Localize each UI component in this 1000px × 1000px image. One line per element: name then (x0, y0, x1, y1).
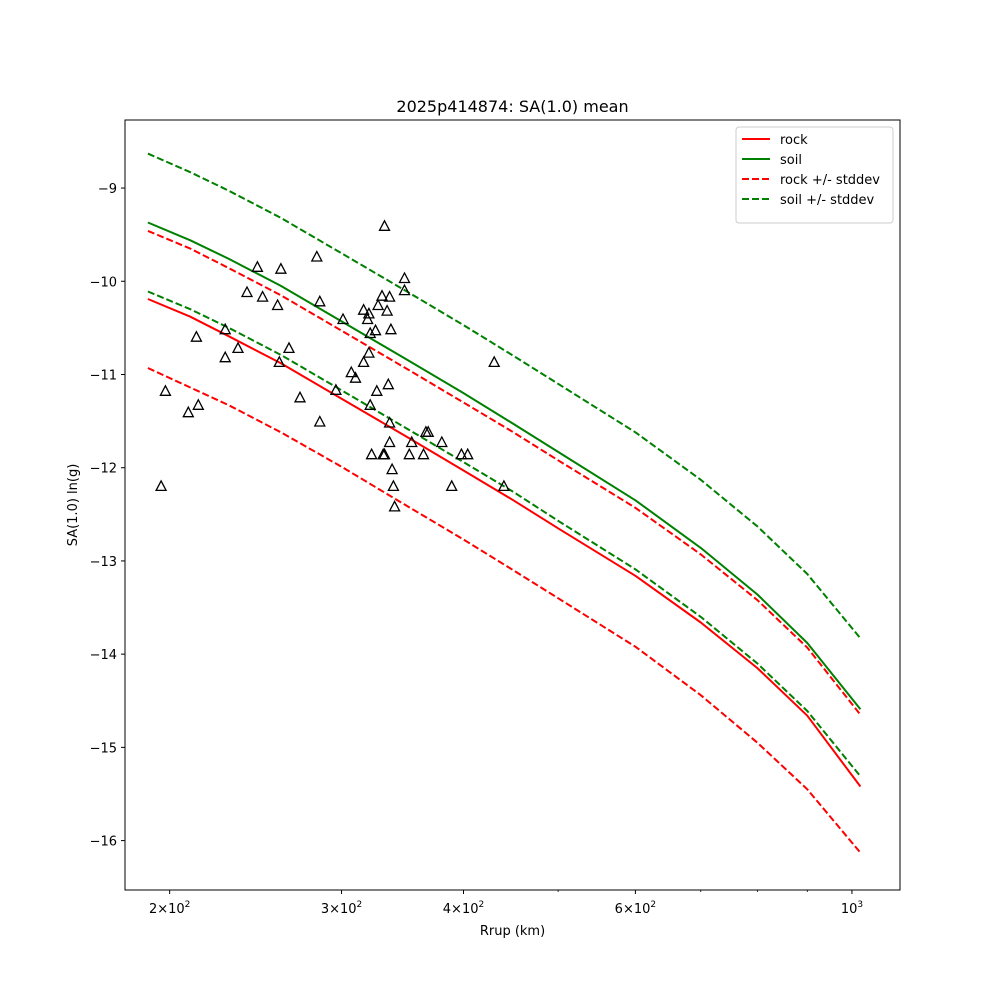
observation-point (345, 365, 358, 378)
y-tick-label: −12 (90, 462, 117, 477)
observation-point (256, 290, 269, 302)
observation-point (455, 447, 468, 460)
series-line-4 (147, 152, 862, 639)
observation-point (159, 384, 172, 396)
x-tick-label: 2×102 (149, 900, 190, 917)
observation-point (369, 323, 382, 336)
observation-point (313, 294, 326, 307)
observation-point (378, 219, 391, 231)
observation-point (310, 250, 323, 262)
observation-point (497, 479, 510, 492)
observation-point (387, 479, 400, 492)
y-tick-label: −9 (98, 182, 117, 197)
observation-point (362, 307, 375, 319)
observation-point (219, 322, 232, 335)
chart-title: 2025p414874: SA(1.0) mean (396, 97, 628, 116)
observation-point (417, 447, 430, 460)
x-axis: 2×102 3×102 4×102 6×102 103 (149, 890, 863, 917)
y-tick-label: −11 (90, 368, 117, 383)
y-axis: −16 −15 −14 −13 −12 −11 −10 −9 (90, 182, 125, 850)
observation-point (293, 390, 307, 403)
observation-point (364, 398, 377, 410)
legend-label: rock (780, 133, 808, 148)
y-tick-label: −10 (90, 275, 117, 290)
observation-point (361, 312, 374, 325)
observation-point (381, 304, 394, 316)
legend-label: soil (780, 153, 802, 168)
x-axis-label: Rrup (km) (480, 924, 545, 939)
x-tick-label: 6×102 (615, 900, 656, 917)
series-line-1 (147, 221, 862, 710)
series-line-2 (147, 229, 862, 716)
x-tick-label: 3×102 (321, 900, 362, 917)
observation-point (435, 435, 448, 448)
observation-point (219, 350, 232, 363)
legend: rock soil rock +/- stddev soil +/- stddev (735, 126, 894, 224)
observation-point (398, 271, 411, 284)
observation-point (378, 447, 391, 460)
observation-point (190, 330, 203, 342)
observation-point (382, 377, 395, 390)
observation-point (357, 303, 370, 315)
legend-label: rock +/- stddev (780, 173, 880, 188)
observation-point (384, 322, 397, 335)
observation-point (372, 298, 385, 311)
observation-point (336, 312, 350, 325)
y-tick-label: −13 (90, 555, 117, 570)
observation-point (370, 384, 383, 396)
observation-point (375, 289, 389, 301)
observation-point (488, 355, 501, 368)
observation-point (461, 447, 474, 460)
observation-point (398, 283, 411, 296)
y-tick-label: −15 (90, 741, 117, 756)
observation-point (329, 383, 342, 395)
y-tick-label: −14 (90, 648, 117, 663)
observation-point (182, 405, 195, 418)
series-line-0 (147, 298, 862, 788)
observation-point (192, 398, 205, 410)
series-line-5 (147, 290, 862, 777)
observation-point (364, 326, 377, 339)
series-line-3 (147, 367, 862, 854)
observation-point (386, 462, 399, 475)
observation-point (349, 371, 362, 383)
observation-point (383, 416, 396, 428)
observation-point (274, 262, 287, 274)
observation-point (445, 479, 458, 492)
observation-point (231, 341, 245, 354)
observation-point (405, 435, 418, 448)
observation-point (313, 415, 326, 427)
observation-point (251, 260, 264, 272)
observation-point (388, 500, 401, 512)
observation-point (155, 479, 168, 492)
observation-point (403, 447, 416, 460)
y-tick-label: −16 (90, 835, 117, 850)
observation-point (357, 355, 370, 368)
observation-point (422, 425, 435, 437)
y-axis-label: SA(1.0) ln(g) (66, 464, 81, 547)
observation-point (240, 285, 254, 298)
legend-label: soil +/- stddev (780, 193, 875, 208)
observation-point (273, 355, 286, 368)
x-tick-label: 103 (841, 900, 863, 917)
observation-point (365, 447, 378, 460)
plot-area (147, 152, 862, 854)
legend-box (735, 126, 894, 224)
observation-point (383, 435, 396, 448)
plot-frame (124, 119, 901, 891)
observation-point (383, 290, 396, 302)
x-tick-label: 4×102 (443, 900, 484, 917)
observation-point (282, 341, 296, 354)
observation-point (362, 346, 375, 358)
observation-point (271, 298, 284, 311)
